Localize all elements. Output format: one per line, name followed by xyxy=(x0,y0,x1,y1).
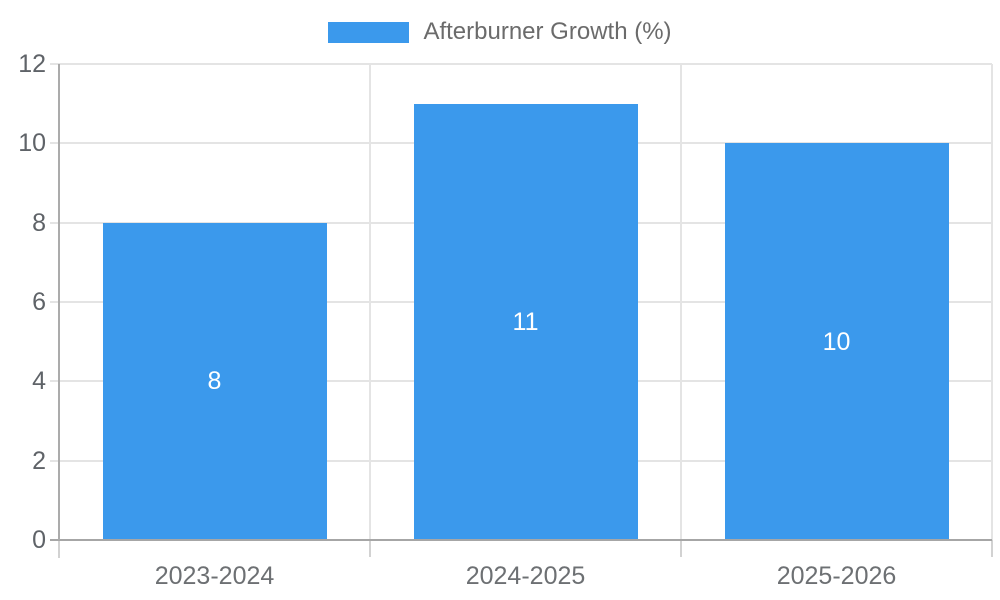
x-axis-tick-label: 2024-2025 xyxy=(465,562,586,590)
x-axis-tick-label: 2025-2026 xyxy=(776,562,897,590)
y-axis-tick xyxy=(58,540,60,558)
x-axis-tick-label: 2023-2024 xyxy=(154,562,275,590)
bar[interactable] xyxy=(102,222,327,540)
bar-value-label: 10 xyxy=(822,327,851,356)
bar[interactable] xyxy=(724,143,949,540)
bar[interactable] xyxy=(413,103,638,540)
y-axis-tick-label: 4 xyxy=(32,367,46,396)
y-axis-line xyxy=(58,64,60,540)
legend-swatch xyxy=(328,21,410,43)
category-separator-gridline xyxy=(991,64,993,540)
legend[interactable]: Afterburner Growth (%) xyxy=(0,14,1000,50)
x-axis-baseline xyxy=(50,539,992,541)
x-axis-tick xyxy=(369,540,371,557)
bar-value-label: 8 xyxy=(207,367,222,396)
gridline xyxy=(50,63,992,65)
category-separator-gridline xyxy=(680,64,682,540)
legend-label: Afterburner Growth (%) xyxy=(423,18,672,45)
y-axis-tick-label: 8 xyxy=(32,208,46,237)
x-axis-tick xyxy=(680,540,682,557)
y-axis-tick-label: 0 xyxy=(32,526,46,554)
y-axis-tick-label: 2 xyxy=(32,446,46,475)
category-separator-gridline xyxy=(369,64,371,540)
y-axis-tick-label: 12 xyxy=(18,50,46,78)
y-axis-tick-label: 10 xyxy=(18,129,46,158)
x-axis-tick xyxy=(991,540,993,557)
y-axis-tick-label: 6 xyxy=(32,288,46,316)
bar-value-label: 11 xyxy=(512,307,539,336)
